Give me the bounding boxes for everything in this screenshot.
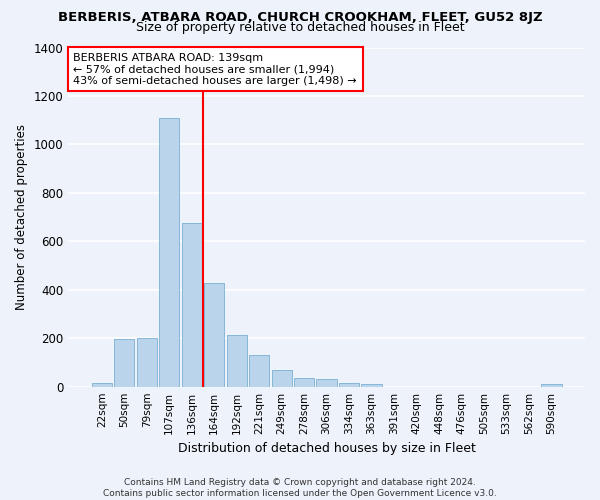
- Bar: [204, 282, 224, 387]
- Y-axis label: Number of detached properties: Number of detached properties: [15, 124, 28, 310]
- Bar: [541, 384, 562, 386]
- Bar: [159, 118, 179, 386]
- Bar: [249, 355, 269, 386]
- Text: Contains HM Land Registry data © Crown copyright and database right 2024.
Contai: Contains HM Land Registry data © Crown c…: [103, 478, 497, 498]
- Bar: [227, 334, 247, 386]
- Text: Size of property relative to detached houses in Fleet: Size of property relative to detached ho…: [136, 22, 464, 35]
- Bar: [182, 223, 202, 386]
- Bar: [92, 383, 112, 386]
- Bar: [361, 384, 382, 386]
- Text: BERBERIS ATBARA ROAD: 139sqm
← 57% of detached houses are smaller (1,994)
43% of: BERBERIS ATBARA ROAD: 139sqm ← 57% of de…: [73, 52, 357, 86]
- Bar: [294, 378, 314, 386]
- X-axis label: Distribution of detached houses by size in Fleet: Distribution of detached houses by size …: [178, 442, 476, 455]
- Bar: [137, 338, 157, 386]
- Bar: [272, 370, 292, 386]
- Bar: [114, 340, 134, 386]
- Text: BERBERIS, ATBARA ROAD, CHURCH CROOKHAM, FLEET, GU52 8JZ: BERBERIS, ATBARA ROAD, CHURCH CROOKHAM, …: [58, 11, 542, 24]
- Bar: [316, 380, 337, 386]
- Bar: [339, 383, 359, 386]
